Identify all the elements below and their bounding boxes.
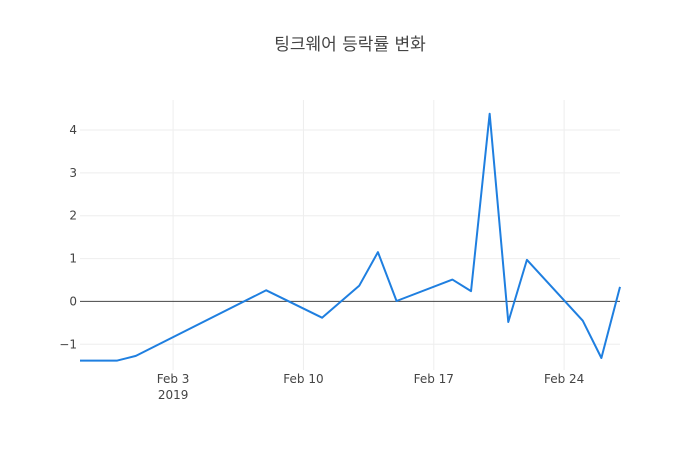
axes: Feb 3 2019 Feb 10 Feb 17 Feb 24 −1 0 1 2 3 4 xyxy=(59,123,584,402)
y-tick-label: 0 xyxy=(69,294,77,308)
y-tick-label: −1 xyxy=(59,337,77,351)
y-tick-label: 3 xyxy=(69,166,77,180)
series-layer xyxy=(80,112,621,362)
chart-title: 팅크웨어 등락률 변화 xyxy=(274,35,426,55)
series-line-0 xyxy=(80,112,621,362)
x-tick-label: Feb 10 xyxy=(283,372,323,386)
y-tick-label: 2 xyxy=(69,209,77,223)
x-tick-label: Feb 24 xyxy=(544,372,584,386)
x-tick-label: Feb 17 xyxy=(414,372,454,386)
y-tick-label: 1 xyxy=(69,252,77,266)
x-tick-sublabel: 2019 xyxy=(158,388,189,402)
x-tick-label: Feb 3 xyxy=(157,372,190,386)
y-tick-label: 4 xyxy=(69,123,77,137)
grid xyxy=(80,100,620,370)
